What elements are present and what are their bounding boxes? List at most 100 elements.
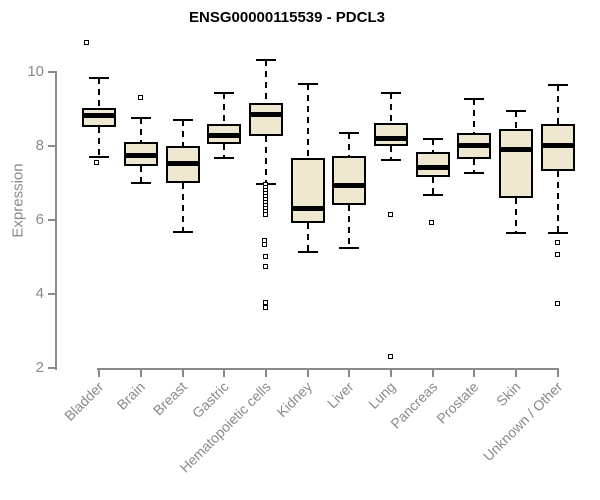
median-line (415, 164, 450, 170)
iqr-box (332, 155, 367, 205)
outlier-point (93, 159, 99, 165)
median-line (207, 133, 242, 139)
upper-whisker (223, 92, 226, 125)
upper-whisker (181, 119, 184, 146)
x-axis-tick (515, 370, 517, 377)
upper-whisker (306, 84, 309, 158)
upper-whisker (515, 110, 517, 129)
lower-whisker-cap (506, 232, 526, 235)
y-axis-tick (48, 367, 55, 370)
upper-whisker-cap (380, 91, 401, 94)
lower-whisker (389, 145, 392, 160)
outlier-point (263, 212, 269, 218)
x-axis-tick (139, 370, 142, 377)
x-axis-category-label: Prostate (433, 378, 482, 427)
iqr-box (248, 102, 283, 136)
x-axis-category-label: Brain (113, 378, 149, 413)
upper-whisker (139, 118, 142, 142)
outlier-point (388, 212, 394, 218)
outlier-point (263, 254, 269, 260)
iqr-box (373, 122, 408, 146)
upper-whisker-cap (89, 77, 110, 80)
lower-whisker (306, 222, 309, 252)
y-axis-tick-label: 8 (35, 136, 44, 154)
y-axis-tick (48, 144, 55, 147)
lower-whisker (515, 197, 517, 234)
median-line (332, 183, 367, 189)
x-axis-category-label: Breast (150, 378, 190, 419)
y-axis-tick (48, 219, 55, 222)
upper-whisker-cap (297, 83, 318, 86)
outlier-point (263, 264, 269, 270)
outlier-point (263, 304, 269, 310)
iqr-box (290, 157, 325, 223)
y-axis-tick (48, 293, 55, 296)
y-axis-line (55, 71, 57, 370)
outlier-point (83, 40, 89, 45)
outlier-point (263, 299, 269, 305)
lower-whisker (556, 170, 559, 234)
upper-whisker-cap (339, 131, 360, 134)
x-axis-tick (223, 370, 226, 377)
lower-whisker-cap (339, 247, 360, 250)
lower-whisker (98, 127, 101, 158)
upper-whisker-cap (172, 118, 193, 121)
outlier-point (555, 252, 561, 258)
upper-whisker-cap (464, 98, 485, 101)
lower-whisker (223, 144, 226, 159)
upper-whisker-cap (547, 84, 568, 87)
x-axis-tick (348, 370, 351, 377)
lower-whisker-cap (380, 158, 401, 161)
median-line (290, 205, 325, 211)
lower-whisker-cap (214, 157, 235, 160)
x-axis-category-label: Lung (364, 378, 399, 412)
x-axis-category-label: Liver (323, 378, 357, 412)
x-axis-tick (98, 370, 101, 377)
lower-whisker (431, 177, 434, 196)
y-axis-tick-label: 4 (35, 285, 44, 303)
median-line (499, 147, 533, 153)
x-axis-tick (181, 370, 184, 377)
y-axis-tick (48, 70, 55, 73)
median-line (82, 112, 117, 118)
lower-whisker (181, 182, 184, 233)
lower-whisker-cap (172, 231, 193, 234)
median-line (248, 111, 283, 117)
iqr-box (415, 151, 450, 178)
x-axis-tick (431, 370, 434, 377)
outlier-point (388, 354, 394, 360)
upper-whisker-cap (422, 137, 443, 140)
upper-whisker-cap (214, 91, 235, 94)
lower-whisker-cap (89, 156, 110, 159)
x-axis-tick (389, 370, 392, 377)
lower-whisker (139, 165, 142, 184)
upper-whisker-cap (506, 109, 526, 112)
x-axis-line (97, 368, 559, 370)
lower-whisker-cap (130, 182, 151, 185)
lower-whisker-cap (297, 250, 318, 253)
y-axis-tick-label: 2 (35, 359, 44, 377)
upper-whisker (389, 92, 392, 123)
median-line (123, 153, 158, 159)
upper-whisker-cap (255, 58, 276, 61)
outlier-point (262, 242, 268, 248)
median-line (457, 143, 492, 149)
outlier-point (138, 95, 144, 101)
lower-whisker-cap (464, 172, 485, 175)
upper-whisker (431, 138, 434, 152)
x-axis-category-label: Bladder (61, 378, 107, 424)
x-axis-tick (556, 370, 559, 377)
outlier-point (429, 220, 435, 226)
lower-whisker-cap (547, 232, 568, 235)
x-axis-category-label: Kidney (273, 378, 315, 421)
lower-whisker (348, 204, 351, 249)
median-line (540, 143, 575, 149)
outlier-point (555, 240, 561, 246)
chart-title: ENSG00000115539 - PDCL3 (189, 9, 385, 26)
x-axis-category-label: Skin (492, 378, 524, 410)
upper-whisker (264, 59, 267, 103)
outlier-point (555, 301, 561, 307)
upper-whisker (98, 78, 101, 108)
iqr-box (499, 128, 533, 198)
